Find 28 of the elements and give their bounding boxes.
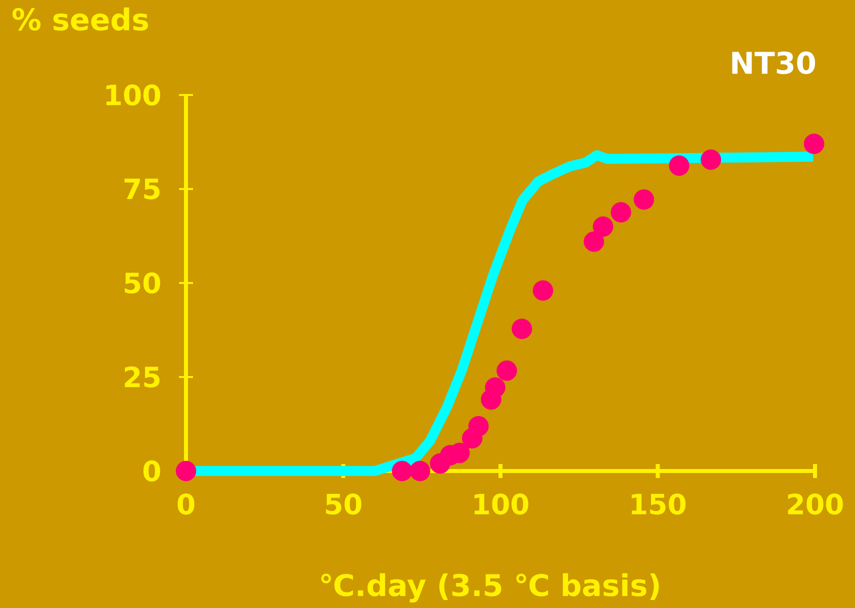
- point: [392, 460, 412, 482]
- point: [668, 155, 690, 176]
- chart-title: NT30: [732, 52, 816, 74]
- point: [804, 134, 824, 154]
- x-tick-label: 50: [326, 494, 362, 515]
- y-tick-label: 100: [106, 84, 160, 106]
- x-tick-label: 100: [474, 494, 528, 515]
- y-tick-label: 0: [143, 460, 160, 482]
- y-tick-label: 50: [124, 272, 160, 294]
- point: [584, 231, 604, 252]
- point: [484, 377, 506, 398]
- x-tick-label: 0: [178, 494, 194, 515]
- point: [496, 360, 517, 381]
- point: [410, 460, 430, 482]
- point: [592, 216, 614, 237]
- point: [176, 460, 196, 482]
- point: [610, 202, 632, 222]
- y-axis-title: % seeds: [12, 8, 148, 31]
- point: [512, 318, 532, 340]
- point: [532, 280, 554, 301]
- x-axis-title: ℃.day (3.5 ℃ basis): [321, 573, 659, 602]
- point: [468, 416, 489, 436]
- x-tick-label: 200: [788, 494, 843, 515]
- point: [634, 189, 654, 210]
- y-tick-label: 75: [124, 178, 160, 200]
- y-tick-label: 25: [124, 366, 160, 388]
- point: [700, 149, 722, 170]
- x-tick-label: 150: [632, 494, 686, 515]
